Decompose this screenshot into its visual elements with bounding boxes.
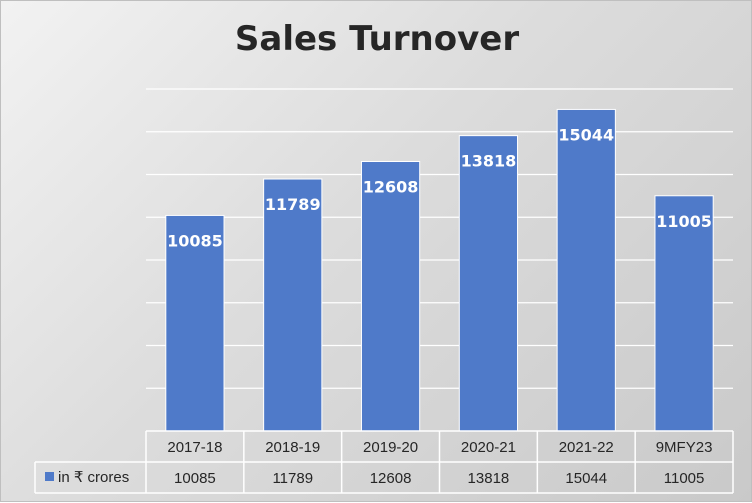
table-value-cell: 13818: [468, 470, 510, 487]
x-tick-label: 2019-20: [363, 439, 418, 456]
x-tick-label: 2018-19: [265, 439, 320, 456]
chart-title: Sales Turnover: [234, 19, 520, 59]
x-tick-label: 2020-21: [461, 439, 516, 456]
x-tick-label: 2021-22: [559, 439, 614, 456]
bar-data-label: 11005: [656, 212, 712, 231]
bar-data-label: 13818: [461, 152, 517, 171]
x-tick-label: 9MFY23: [656, 439, 713, 456]
table-value-cell: 12608: [370, 470, 412, 487]
bar: [654, 195, 714, 432]
bar-data-label: 11789: [265, 195, 321, 214]
bar: [556, 108, 616, 432]
bar-data-label: 15044: [558, 125, 614, 144]
bar: [263, 178, 323, 432]
table-value-cell: 10085: [174, 470, 216, 487]
table-value-cell: 15044: [565, 470, 607, 487]
bar: [165, 214, 225, 432]
bar: [458, 135, 519, 432]
table-value-cell: 11005: [664, 470, 705, 487]
x-tick-label: 2017-18: [167, 439, 222, 456]
bar: [360, 161, 421, 432]
legend-key: [45, 472, 54, 481]
bar-data-label: 10085: [167, 231, 223, 250]
bar-data-label: 12608: [363, 178, 419, 197]
legend-label: in ₹ crores: [58, 469, 129, 486]
table-value-cell: 11789: [272, 470, 313, 487]
